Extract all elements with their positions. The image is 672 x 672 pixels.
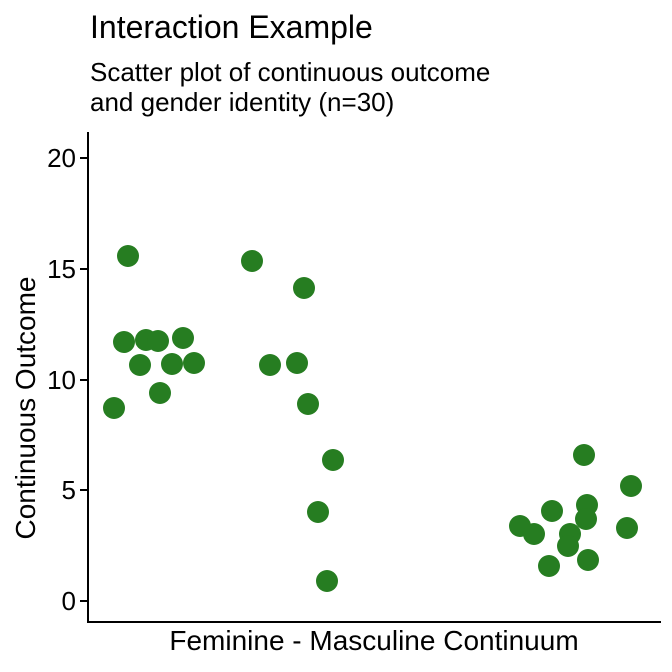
data-point (538, 554, 561, 577)
data-point (285, 352, 308, 375)
data-point (146, 329, 169, 352)
chart-subtitle-line-1: Scatter plot of continuous outcome (90, 57, 491, 87)
chart-title: Interaction Example (90, 9, 373, 45)
chart-subtitle: Scatter plot of continuous outcome and g… (90, 57, 490, 117)
y-tick-mark (80, 157, 88, 160)
y-tick-label: 10 (47, 364, 76, 395)
data-point (572, 443, 595, 466)
data-point (321, 449, 344, 472)
data-point (306, 501, 329, 524)
data-point (182, 352, 205, 375)
data-point (102, 397, 125, 420)
y-tick-label: 20 (47, 143, 76, 174)
data-point (575, 508, 598, 531)
data-point (576, 549, 599, 572)
y-tick-mark (80, 600, 88, 602)
data-point (171, 326, 194, 349)
data-point (615, 516, 638, 539)
y-tick-label: 5 (61, 475, 76, 506)
data-point (316, 570, 339, 593)
data-point (129, 354, 152, 377)
y-tick-mark (80, 489, 88, 492)
data-point (523, 522, 546, 545)
data-point (258, 354, 281, 377)
x-axis-title: Feminine - Masculine Continuum (169, 625, 579, 656)
y-tick-label: 0 (61, 586, 76, 616)
y-tick-mark (80, 268, 88, 271)
data-point (293, 276, 316, 299)
y-axis-line (87, 132, 89, 623)
chart-subtitle-line-2: and gender identity (n=30) (90, 87, 395, 117)
data-point (161, 353, 184, 376)
data-point (241, 250, 264, 273)
data-point (113, 331, 136, 354)
data-point (117, 244, 140, 267)
y-tick-label: 15 (47, 254, 76, 285)
data-point (619, 474, 642, 497)
data-point (556, 534, 579, 557)
data-point (297, 393, 320, 416)
y-tick-mark (80, 378, 88, 381)
data-point (149, 381, 172, 404)
x-axis-line (87, 621, 661, 623)
data-point (540, 500, 563, 523)
